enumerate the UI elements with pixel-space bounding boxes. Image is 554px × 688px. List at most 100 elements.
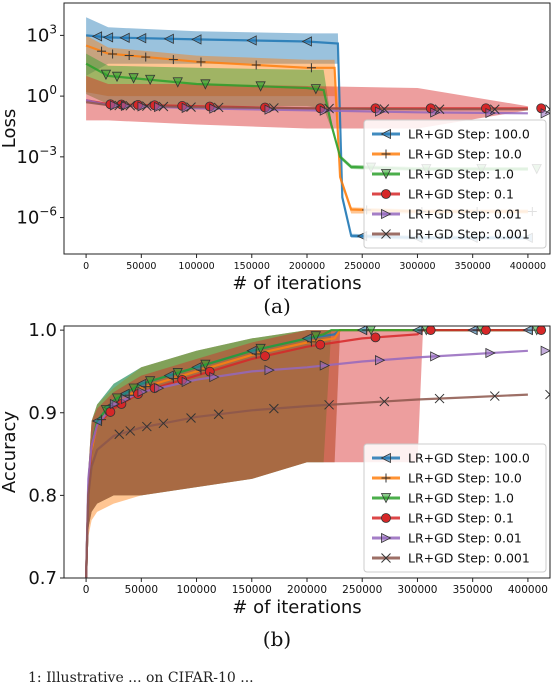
marker [255,343,266,355]
marker [246,35,257,46]
marker [264,364,275,376]
x-tick-label: 350000 [455,261,491,272]
legend-marker [381,149,391,159]
legend-label: LR+GD Step: 1.0 [408,491,514,506]
marker [186,413,196,423]
x-tick-label: 0 [83,261,89,272]
marker [196,57,206,67]
marker [481,326,491,336]
marker [141,101,152,111]
x-tick-label: 50000 [125,584,158,596]
legend-marker [380,128,391,140]
legend-item: LR+GD Step: 0.01 [372,207,522,222]
marker [111,393,123,404]
legend-item: LR+GD Step: 0.001 [372,551,530,566]
band-1 [86,330,528,578]
x-tick-label: 400000 [508,584,548,596]
legend-label: LR+GD Step: 0.01 [408,531,522,546]
marker [366,326,376,336]
legend-marker [380,169,392,180]
marker [200,79,211,90]
marker [154,101,165,113]
legend-marker [380,493,392,504]
legend-item: LR+GD Step: 0.001 [372,227,530,242]
series-line-5 [85,393,528,578]
marker [108,49,118,59]
marker [168,373,178,383]
marker [141,52,151,62]
y-tick-label: 10−6 [16,205,57,229]
marker [379,396,390,407]
legend-label: LR+GD Step: 0.001 [408,551,530,566]
marker [111,71,123,83]
legend-item: LR+GD Step: 100.0 [372,127,530,142]
y-tick-label: 10−3 [16,144,57,168]
marker [213,409,224,420]
legend-marker [381,513,391,523]
band-0 [86,17,528,240]
marker [120,393,132,405]
marker [485,107,496,119]
marker [545,389,550,400]
x-tick-label: 150000 [232,584,272,596]
y-axis-label: Accuracy [0,411,20,494]
marker [158,418,169,429]
marker [485,347,496,359]
legend-item: LR+GD Step: 10.0 [372,147,522,162]
marker [154,382,165,394]
y-tick-label: 100 [26,83,57,107]
series-markers-4 [109,345,550,410]
band-3 [86,330,528,578]
legend-marker [381,189,391,199]
legend-label: LR+GD Step: 100.0 [408,451,530,466]
marker [119,32,130,43]
legend-item: LR+GD Step: 0.01 [372,531,522,546]
marker [251,60,261,70]
panel-caption: (a) [263,294,291,318]
x-tick-label: 300000 [397,584,437,596]
series-line-5 [85,101,528,111]
marker [209,371,220,383]
chart-panel-accuracy: 0 50000 100000 150000 200000 250000 300000 3500… [0,320,551,651]
legend-label: LR+GD Step: 0.1 [408,511,514,526]
legend-frame [363,119,547,249]
marker [97,46,107,56]
x-tick-label: 250000 [344,261,380,272]
marker [301,36,312,47]
marker [425,326,436,336]
marker [97,415,107,425]
y-tick-label: 103 [26,22,57,46]
legend-item: LR+GD Step: 10.0 [372,471,522,486]
marker [158,101,169,112]
caption-fragment: 1: Illustrative ... on CIFAR-10 ... [28,670,254,686]
series-markers-4 [109,100,550,119]
series-markers-5 [114,100,550,115]
legend-item: LR+GD Step: 100.0 [372,451,530,466]
marker [434,393,445,404]
marker [324,103,334,114]
x-tick-label: 350000 [453,584,493,596]
marker [124,51,134,61]
marker [374,355,386,366]
plot-area [85,326,550,578]
marker [255,81,266,92]
marker [125,426,136,436]
legend-item: LR+GD Step: 0.1 [372,511,514,526]
band-2 [86,330,528,578]
legend-label: LR+GD Step: 1.0 [408,167,514,182]
marker [536,326,547,336]
marker [196,365,206,375]
legend-item: LR+GD Step: 0.1 [372,187,514,202]
legend-label: LR+GD Step: 10.0 [408,147,522,162]
marker [137,386,148,397]
marker [114,429,125,440]
marker [489,391,500,401]
marker [374,106,386,117]
marker [163,33,174,44]
marker [306,337,316,347]
marker [540,345,550,356]
marker [91,31,103,42]
marker [120,100,132,111]
x-tick-label: 200000 [287,584,327,596]
x-tick-label: 400000 [510,261,546,272]
